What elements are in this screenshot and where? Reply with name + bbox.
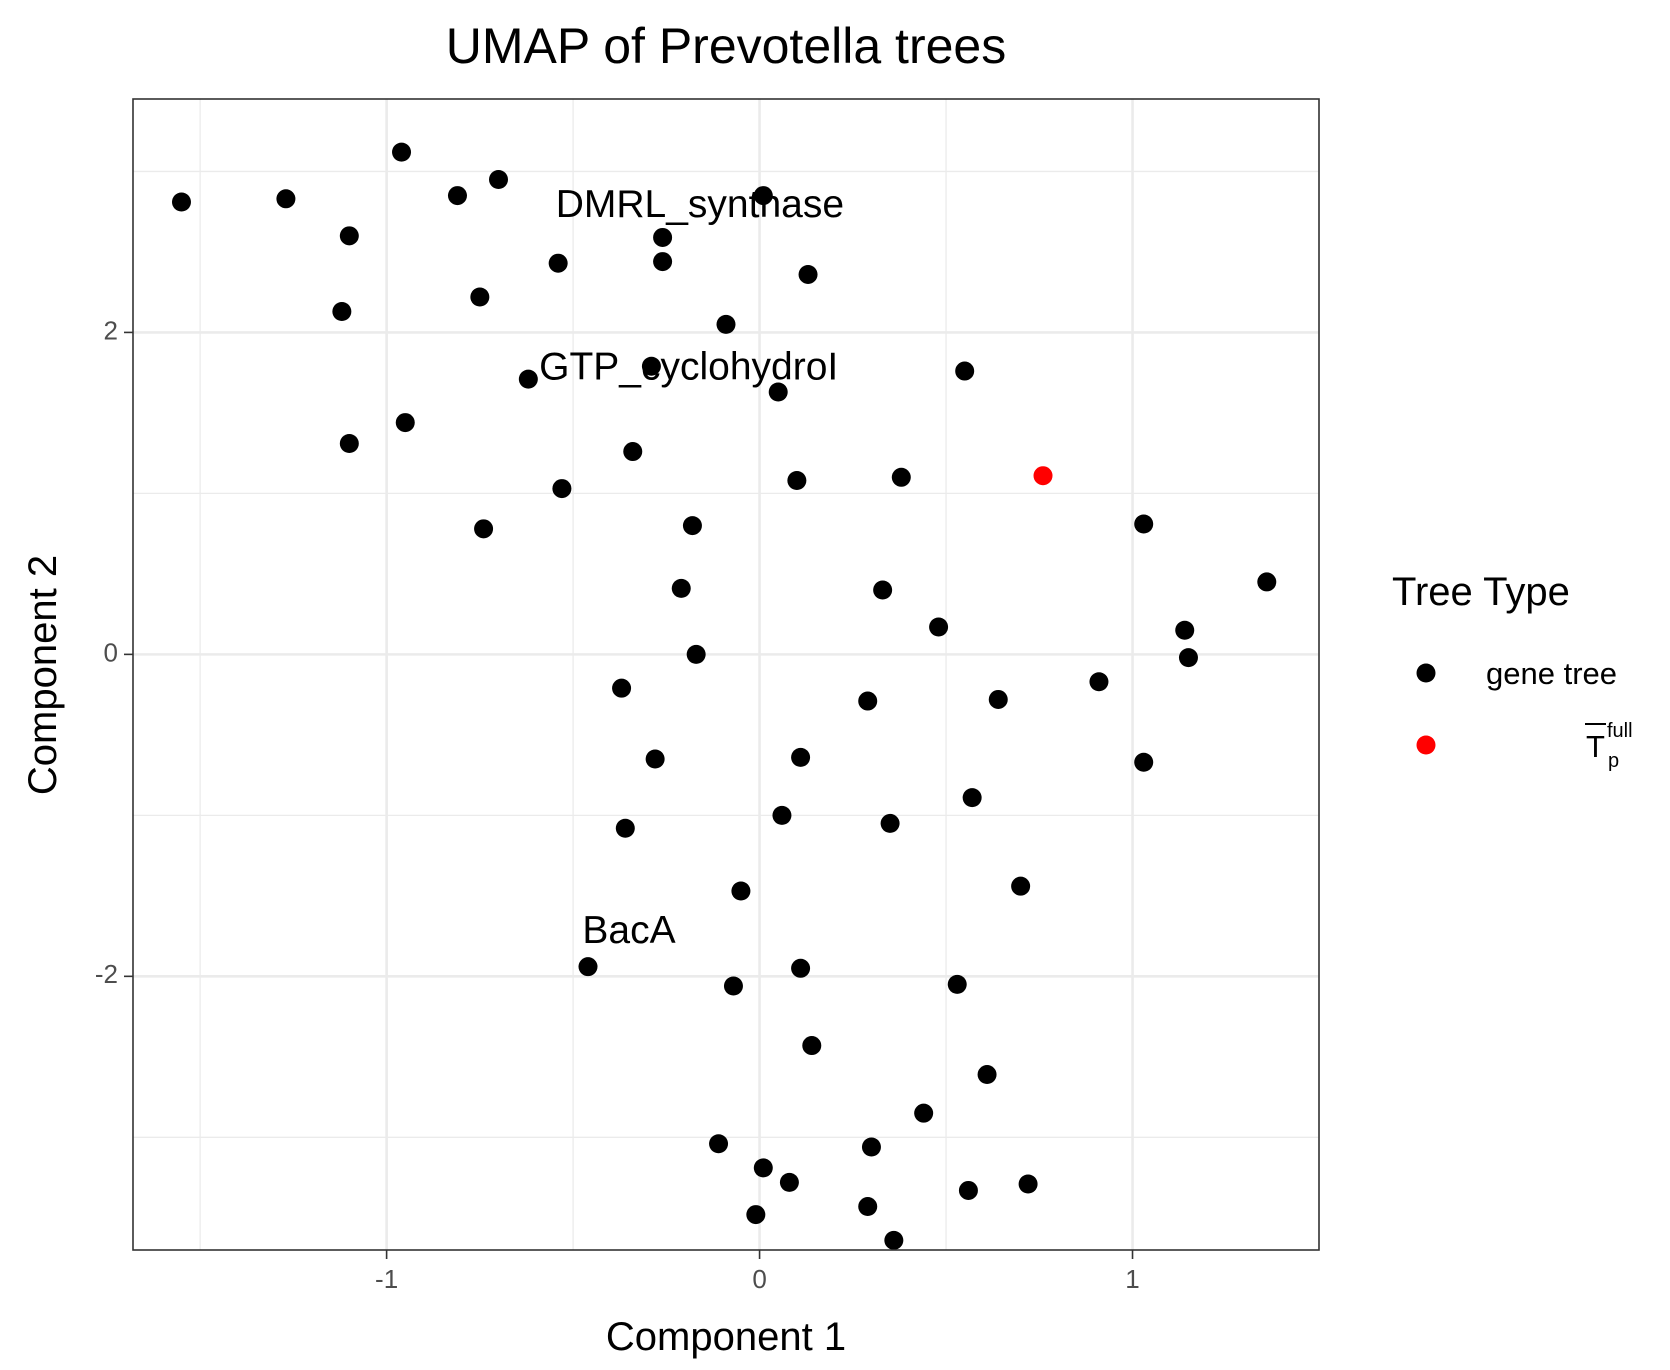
annotations-layer: DMRL_synthase GTP_cyclohydroI BacA [539, 183, 844, 952]
gene-tree-point [1134, 752, 1154, 772]
legend-title: Tree Type [1392, 570, 1570, 614]
gene-tree-point [392, 142, 412, 162]
y-axis-title: Component 2 [21, 555, 65, 795]
gene-tree-point [641, 356, 661, 376]
gene-tree-point [474, 519, 494, 539]
gene-tree-point [488, 169, 508, 189]
gene-tree-point [1018, 1174, 1038, 1194]
gene-tree-point [716, 314, 736, 334]
gene-tree-point [671, 578, 691, 598]
x-tick-label: 0 [752, 1264, 766, 1294]
gene-tree-point [787, 471, 807, 491]
point-annotation-label: BacA [582, 909, 675, 952]
gene-tree-point [339, 433, 359, 453]
gene-tree-point [791, 747, 811, 767]
gene-tree-point [447, 186, 467, 206]
gene-tree-point [802, 1036, 822, 1056]
gene-tree-point [962, 788, 982, 808]
gene-tree-point [612, 678, 632, 698]
gene-tree-point [746, 1205, 766, 1225]
legend-key-reference-tree [1416, 735, 1436, 755]
grid-layer [133, 99, 1320, 1250]
gene-tree-point [653, 252, 673, 272]
point-annotation-label: GTP_cyclohydroI [539, 346, 838, 389]
gene-tree-point [171, 192, 191, 212]
legend: Tree Type gene tree T full p [1392, 570, 1633, 772]
x-tick-label: 1 [1125, 1264, 1139, 1294]
y-tick-label: -2 [95, 959, 118, 989]
gene-tree-point [768, 382, 788, 402]
x-tick-label: -1 [375, 1264, 398, 1294]
legend-key-gene-tree [1416, 663, 1436, 683]
reference-tree-point [1033, 466, 1053, 486]
gene-tree-point [929, 617, 949, 637]
y-tick-label: 0 [104, 637, 118, 667]
x-axis-title: Component 1 [606, 1315, 846, 1359]
gene-tree-point [884, 1230, 904, 1250]
gene-tree-point [578, 957, 598, 977]
gene-tree-point [955, 361, 975, 381]
gene-tree-point [709, 1134, 729, 1154]
gene-tree-point [1089, 672, 1109, 692]
gene-tree-point [858, 1197, 878, 1217]
gene-tree-point [276, 189, 296, 209]
gene-tree-point [623, 442, 643, 462]
point-annotation-label: DMRL_synthase [556, 183, 844, 226]
gene-tree-point [779, 1172, 799, 1192]
gene-tree-point [753, 1158, 773, 1178]
gene-tree-point [1011, 876, 1031, 896]
chart-title: UMAP of Prevotella trees [446, 18, 1006, 74]
gene-tree-point [977, 1065, 997, 1085]
gene-tree-point [395, 413, 415, 433]
gene-tree-point [470, 287, 490, 307]
gene-tree-point [332, 301, 352, 321]
gene-tree-point [518, 369, 538, 389]
gene-tree-point [339, 226, 359, 246]
y-tick-label: 2 [104, 315, 118, 345]
gene-tree-point [988, 689, 1008, 709]
legend-label-subscript: p [1608, 750, 1619, 772]
points-layer [171, 142, 1277, 1250]
gene-tree-point [891, 467, 911, 487]
gene-tree-point [947, 974, 967, 994]
gene-tree-point [880, 813, 900, 833]
gene-tree-point [615, 818, 635, 838]
gene-tree-point [873, 580, 893, 600]
panel-border [132, 98, 1320, 1251]
gene-tree-point [753, 186, 773, 206]
gene-tree-point [1178, 648, 1198, 668]
gene-tree-point [548, 253, 568, 273]
gene-tree-point [686, 644, 706, 664]
gene-tree-point [723, 976, 743, 996]
gene-tree-point [798, 264, 818, 284]
gene-tree-point [861, 1137, 881, 1157]
gene-tree-point [552, 479, 572, 499]
legend-label-superscript: full [1607, 720, 1633, 742]
legend-label-main: T [1586, 729, 1605, 764]
gene-tree-point [958, 1180, 978, 1200]
legend-label-gene-tree: gene tree [1486, 656, 1617, 691]
gene-tree-point [682, 516, 702, 536]
gene-tree-point [858, 691, 878, 711]
gene-tree-point [1175, 620, 1195, 640]
gene-tree-point [772, 805, 792, 825]
gene-tree-point [791, 958, 811, 978]
gene-tree-point [731, 881, 751, 901]
gene-tree-point [653, 227, 673, 247]
axes-layer: -1 0 1 -2 0 2 [95, 315, 1140, 1294]
gene-tree-point [645, 749, 665, 769]
gene-tree-point [1134, 514, 1154, 534]
gene-tree-point [1257, 572, 1277, 592]
gene-tree-point [914, 1103, 934, 1123]
